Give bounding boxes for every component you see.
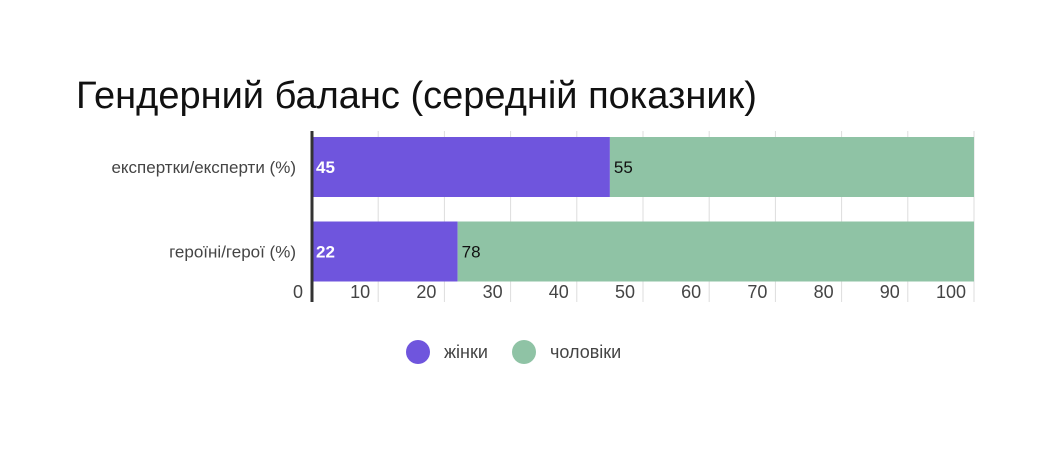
legend-label: чоловіки <box>550 342 621 362</box>
x-tick-label: 0 <box>293 282 303 302</box>
chart-title: Гендерний баланс (середній показник) <box>76 75 757 117</box>
x-tick-label: 60 <box>681 282 701 302</box>
bar-segment <box>312 137 610 197</box>
data-labels: 45 55 22 78 <box>316 158 633 262</box>
x-tick-label: 70 <box>747 282 767 302</box>
x-tick-label: 20 <box>416 282 436 302</box>
legend-swatch <box>512 340 536 364</box>
x-tick-labels: 0 10 20 30 40 50 60 70 80 90 100 <box>293 282 966 302</box>
x-tick-label: 10 <box>350 282 370 302</box>
data-label: 45 <box>316 158 335 177</box>
legend-label: жінки <box>444 342 488 362</box>
bar-segment <box>609 137 974 197</box>
x-tick-label: 30 <box>483 282 503 302</box>
x-tick-label: 90 <box>880 282 900 302</box>
bar-segment <box>312 221 458 282</box>
x-tick-label: 50 <box>615 282 635 302</box>
category-labels: експертки/експерти (%) героїні/герої (%) <box>111 158 296 262</box>
category-label: експертки/експерти (%) <box>111 158 296 177</box>
bar-segment <box>457 221 974 282</box>
x-tick-label: 100 <box>936 282 966 302</box>
category-label: героїні/герої (%) <box>169 243 296 262</box>
bars <box>312 137 974 282</box>
legend: жінки чоловіки <box>406 340 621 364</box>
data-label: 78 <box>462 243 481 262</box>
x-tick-label: 80 <box>814 282 834 302</box>
legend-swatch <box>406 340 430 364</box>
data-label: 22 <box>316 243 335 262</box>
x-tick-label: 40 <box>549 282 569 302</box>
data-label: 55 <box>614 158 633 177</box>
